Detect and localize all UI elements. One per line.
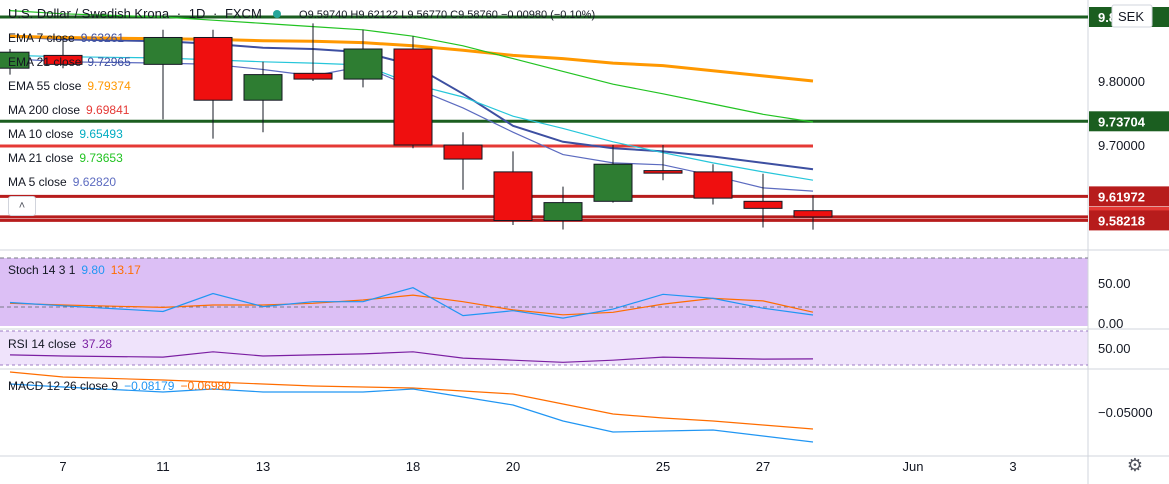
candle-body [243, 74, 283, 101]
legend-ema21[interactable]: EMA 21 close 9.72965 [8, 55, 131, 69]
stoch-k-value: 9.80 [81, 263, 105, 277]
time-tick-label: 7 [59, 459, 66, 474]
rsi-legend[interactable]: RSI 14 close 37.28 [8, 337, 112, 351]
legend-label: MA 21 close [8, 151, 74, 165]
currency-badge [1111, 4, 1153, 28]
currency-badge-label: SEK [1118, 9, 1144, 24]
legend-label: EMA 21 close [8, 55, 82, 69]
candle-body [743, 200, 783, 209]
candle-body [793, 210, 833, 218]
legend-label: MA 5 close [8, 175, 67, 189]
legend-ma5[interactable]: MA 5 close 9.62820 [8, 175, 116, 189]
candle-body [493, 171, 533, 222]
price-tick-label: 9.80000 [1098, 74, 1145, 89]
stoch-panel-bg [0, 258, 1088, 326]
candle-body [593, 163, 633, 202]
ohlc-change: −0.00980 (−0.10%) [500, 9, 596, 21]
rsi-line [9, 351, 814, 363]
candle-body [693, 171, 733, 199]
indicator-tick-label: 50.00 [1098, 341, 1131, 356]
candle-body [193, 36, 233, 101]
time-tick-label: 20 [506, 459, 520, 474]
stoch-k-line [9, 287, 814, 319]
time-tick-label: 13 [256, 459, 270, 474]
price-marker-bg [1089, 111, 1169, 132]
time-tick-label: 3 [1009, 459, 1016, 474]
price-marker-label: 9.61972 [1098, 189, 1145, 204]
legend-ema55[interactable]: EMA 55 close 9.79374 [8, 79, 131, 93]
macd-label: MACD 12 26 close 9 [8, 379, 119, 393]
legend-value: 9.65493 [79, 127, 123, 141]
legend-ma21[interactable]: MA 21 close 9.73653 [8, 151, 123, 165]
legend-label: MA 200 close [8, 103, 81, 117]
legend-ma10[interactable]: MA 10 close 9.65493 [8, 127, 123, 141]
time-tick-label: 11 [156, 459, 170, 474]
stoch-legend[interactable]: Stoch 14 3 1 9.80 13.17 [8, 263, 141, 277]
time-tick-label: 27 [756, 459, 770, 474]
ma-line [9, 58, 814, 192]
macd-value: −0.08179 [124, 379, 175, 393]
ma-line [9, 34, 814, 83]
candle-body [0, 51, 30, 69]
legend-value: 9.72965 [87, 55, 131, 69]
time-tick-label: Jun [903, 459, 924, 474]
candle-body [343, 48, 383, 80]
ohlc-high: H9.62122 [350, 9, 399, 21]
legend-label: EMA 7 close [8, 31, 75, 45]
candle-body [443, 144, 483, 160]
collapse-legend-button[interactable]: ˄ [8, 196, 36, 216]
price-marker-bg [1089, 210, 1169, 231]
legend-value: 9.62820 [72, 175, 117, 189]
candle-body [543, 202, 583, 222]
stoch-d-value: 13.17 [110, 263, 141, 277]
price-marker-label: 9.73704 [1098, 114, 1146, 129]
interval[interactable]: 1D [188, 6, 206, 21]
ohlc-close: C9.58760 [450, 9, 498, 21]
candle-body [643, 170, 683, 174]
symbol-name[interactable]: U.S. Dollar / Swedish Krona [8, 6, 170, 21]
legend-value: 9.63261 [80, 31, 125, 45]
legend-label: EMA 55 close [8, 79, 82, 93]
legend-value: 9.79374 [87, 79, 131, 93]
ohlc-low: L9.56770 [401, 9, 448, 21]
ma-line [9, 54, 814, 181]
macd-line [9, 383, 814, 443]
ohlc-open: O9.59740 [299, 9, 348, 21]
chevron-up-icon: ˄ [18, 200, 26, 212]
rsi-value: 37.28 [82, 337, 113, 351]
price-marker-bg [1089, 186, 1169, 207]
ma-line [9, 10, 814, 123]
market-status-dot [273, 10, 282, 19]
legend-ema7[interactable]: EMA 7 close 9.63261 [8, 31, 124, 45]
macd-signal-value: −0.06980 [180, 379, 231, 393]
price-marker-label: 9.58218 [1098, 213, 1145, 228]
stoch-label: Stoch 14 3 1 [8, 263, 76, 277]
exchange: FXCM [224, 6, 262, 21]
legend-value: 9.69841 [86, 103, 130, 117]
time-tick-label: 18 [406, 459, 420, 474]
candle-body [143, 36, 183, 65]
indicator-tick-label: −0.05000 [1098, 405, 1153, 420]
indicator-tick-label: 50.00 [1098, 276, 1131, 291]
rsi-label: RSI 14 close [8, 337, 77, 351]
rsi-panel-bg [0, 331, 1088, 365]
candle-body [43, 54, 83, 65]
candle-body [293, 72, 333, 80]
legend-label: MA 10 close [8, 127, 74, 141]
candle-body [393, 48, 433, 146]
macd-signal-line [9, 371, 814, 430]
settings-gear-icon[interactable]: ⚙ [1126, 455, 1143, 475]
indicator-tick-label: 0.00 [1098, 316, 1123, 331]
stoch-d-line [9, 294, 814, 316]
time-tick-label: 25 [656, 459, 670, 474]
legend-ma200[interactable]: MA 200 close 9.69841 [8, 103, 129, 117]
price-tick-label: 9.70000 [1098, 138, 1145, 153]
legend-value: 9.73653 [79, 151, 123, 165]
macd-legend[interactable]: MACD 12 26 close 9 −0.08179 −0.06980 [8, 379, 231, 393]
ma-line [9, 35, 814, 171]
header-legend: U.S. Dollar / Swedish Krona · 1D · FXCM … [8, 6, 596, 22]
